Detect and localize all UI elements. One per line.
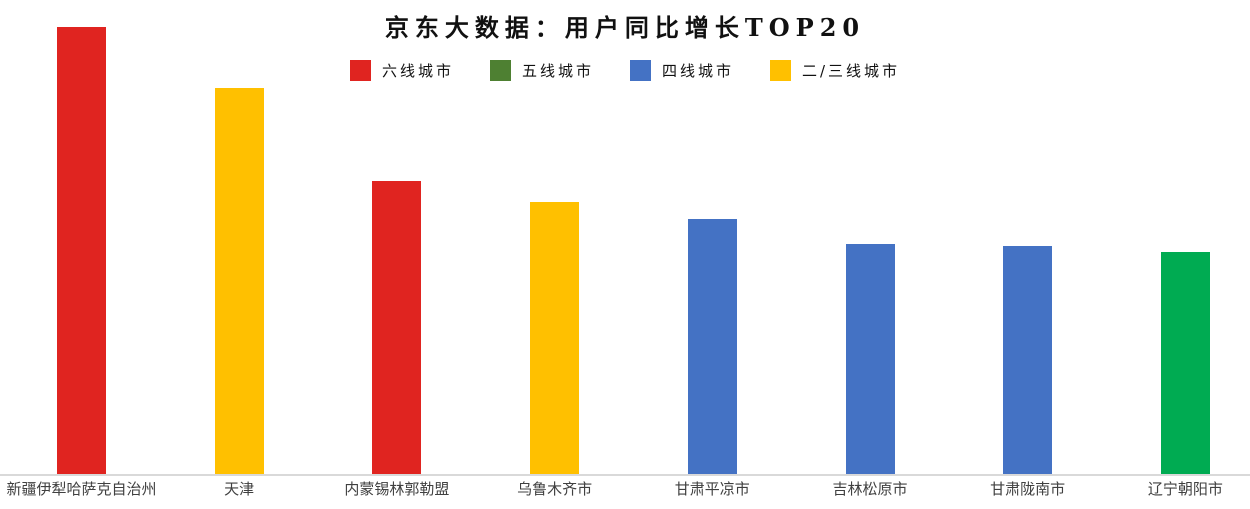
x-axis-label: 内蒙锡林郭勒盟 xyxy=(344,480,450,498)
x-axis-label: 辽宁朝阳市 xyxy=(1147,480,1223,498)
legend-item: 六线城市 xyxy=(349,60,454,81)
legend-item: 二/三线城市 xyxy=(769,60,901,81)
bar-新疆伊犁哈萨克自治州 xyxy=(57,27,106,474)
legend-item: 五线城市 xyxy=(489,60,594,81)
bar-内蒙锡林郭勒盟 xyxy=(372,181,422,474)
x-axis-label: 甘肃陇南市 xyxy=(990,480,1066,498)
x-axis-label: 甘肃平凉市 xyxy=(674,480,750,498)
legend-label: 四线城市 xyxy=(661,62,734,80)
x-axis-label: 天津 xyxy=(224,480,255,498)
legend-swatch-icon xyxy=(629,60,651,81)
x-axis-line xyxy=(0,474,1250,476)
x-axis-label: 乌鲁木齐市 xyxy=(517,480,593,498)
legend-swatch-icon xyxy=(769,60,791,81)
bar-吉林松原市 xyxy=(845,244,895,474)
legend-swatch-icon xyxy=(489,60,511,81)
bar-辽宁朝阳市 xyxy=(1160,252,1210,474)
bar-天津 xyxy=(214,88,264,474)
bar-乌鲁木齐市 xyxy=(530,202,580,474)
legend-swatch-icon xyxy=(349,60,371,81)
legend-item: 四线城市 xyxy=(629,60,734,81)
bar-甘肃平凉市 xyxy=(687,219,737,474)
x-axis-label: 吉林松原市 xyxy=(832,480,908,498)
bar-甘肃陇南市 xyxy=(1003,246,1053,474)
chart-title: 京东大数据：用户同比增长TOP20 xyxy=(384,13,866,42)
legend-label: 六线城市 xyxy=(381,62,454,80)
legend-label: 二/三线城市 xyxy=(801,62,901,80)
x-axis-label: 新疆伊犁哈萨克自治州 xyxy=(6,480,157,498)
chart-legend: 六线城市 五线城市 四线城市 二/三线城市 xyxy=(0,60,1250,81)
legend-label: 五线城市 xyxy=(521,62,594,80)
